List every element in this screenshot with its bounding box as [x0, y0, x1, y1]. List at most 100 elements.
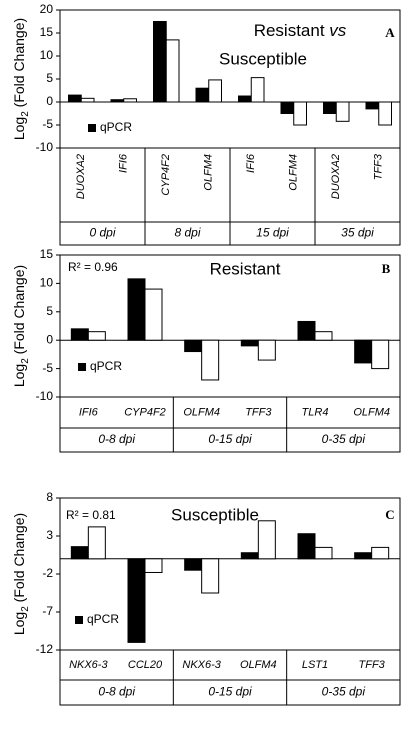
annotation: R² = 0.96 — [68, 260, 118, 274]
group-label: 0-35 dpi — [322, 432, 366, 446]
bar — [70, 328, 89, 341]
bar — [208, 79, 222, 103]
bar — [165, 39, 180, 103]
y-axis-label-part: (Fold Change) — [11, 265, 27, 358]
legend-label: qPCR — [87, 612, 119, 626]
bar — [201, 558, 220, 594]
y-axis-label: Log2 (Fold Change) — [11, 265, 31, 387]
group-label: 0 dpi — [89, 226, 115, 240]
panel-label: B — [382, 261, 391, 276]
plot-frame — [59, 254, 401, 453]
x-tick-label: CYP4F2 — [160, 154, 172, 196]
legend-label: qPCR — [100, 120, 132, 134]
x-tick-label: TFF3 — [373, 153, 385, 180]
bar — [280, 101, 295, 114]
legend-swatch — [78, 363, 86, 371]
bar — [201, 339, 220, 381]
chart-title: Resistant — [210, 259, 281, 278]
bar — [378, 101, 392, 126]
x-tick-label: LST1 — [302, 659, 328, 671]
x-tick-label: OLFM4 — [353, 406, 390, 418]
bar — [127, 278, 146, 341]
x-tick-label: OLFM4 — [183, 406, 220, 418]
y-tick-label: 5 — [46, 304, 53, 318]
y-tick-label: 3 — [46, 528, 53, 542]
bar — [257, 339, 276, 361]
x-tick-label: OLFM4 — [203, 154, 215, 191]
bar — [335, 101, 350, 122]
bar — [297, 320, 316, 341]
bar — [250, 77, 265, 103]
y-axis-label-part: 2 — [20, 358, 31, 364]
legend-label: qPCR — [90, 359, 122, 373]
y-tick-label: 10 — [40, 276, 54, 290]
x-tick-label: TLR4 — [302, 406, 329, 418]
bar — [257, 520, 276, 560]
bar — [314, 331, 333, 341]
y-axis-label-part: Log — [11, 117, 27, 140]
y-tick-label: 20 — [40, 2, 54, 16]
bar — [68, 94, 82, 103]
y-axis-label-part: Log — [11, 612, 27, 635]
y-tick-label: 0 — [46, 94, 53, 108]
y-tick-label: -5 — [42, 361, 53, 375]
bar — [123, 98, 137, 103]
x-tick-label: NKX6-3 — [182, 659, 221, 671]
y-tick-label: -7 — [42, 604, 53, 618]
chart-title: Resistant vs — [254, 21, 347, 40]
y-axis-label: Log2 (Fold Change) — [11, 18, 31, 140]
bar — [365, 101, 380, 110]
y-tick-label: 5 — [46, 71, 53, 85]
bar — [354, 339, 373, 364]
y-axis-label: Log2 (Fold Change) — [11, 513, 31, 635]
x-tick-label: NKX6-3 — [69, 659, 108, 671]
bar — [184, 339, 203, 353]
x-tick-label: IFI6 — [79, 406, 99, 418]
bar — [314, 546, 333, 560]
bar — [195, 87, 210, 103]
group-label: 8 dpi — [174, 226, 200, 240]
group-label: 0-35 dpi — [322, 685, 366, 699]
bar — [153, 21, 167, 103]
x-tick-label: OLFM4 — [288, 154, 300, 191]
y-tick-label: 0 — [46, 332, 53, 346]
y-tick-label: 15 — [40, 25, 54, 39]
bar — [127, 558, 146, 643]
x-tick-label: IFI6 — [245, 153, 257, 173]
plot-frame — [59, 497, 401, 706]
x-tick-label: DUOXA2 — [75, 154, 87, 199]
y-axis-label-part: (Fold Change) — [11, 18, 27, 111]
x-tick-label: CCL20 — [128, 659, 163, 671]
y-tick-label: 10 — [40, 48, 54, 62]
x-tick-label: TFF3 — [359, 659, 386, 671]
bar — [87, 526, 106, 560]
x-tick-label: DUOXA2 — [330, 154, 342, 199]
bar — [70, 546, 89, 560]
legend-swatch — [75, 616, 83, 624]
y-axis-label-part: 2 — [20, 606, 31, 612]
y-tick-label: 8 — [46, 490, 53, 504]
y-axis-label-part: Log — [11, 364, 27, 387]
bar — [240, 339, 259, 347]
bar — [240, 552, 259, 560]
bar — [293, 101, 307, 126]
y-tick-label: -5 — [42, 117, 53, 131]
bar — [184, 558, 203, 571]
y-tick-label: -10 — [36, 389, 54, 403]
chart-title: Susceptible — [219, 49, 307, 68]
y-axis-label-part: (Fold Change) — [11, 513, 27, 606]
panel-label: A — [385, 25, 395, 40]
bar — [238, 95, 252, 103]
y-axis-label-part: 2 — [20, 111, 31, 117]
group-label: 0-15 dpi — [208, 685, 252, 699]
group-label: 35 dpi — [341, 226, 374, 240]
bar — [354, 552, 373, 560]
bar — [87, 331, 106, 341]
x-tick-label: IFI6 — [118, 153, 130, 173]
bar — [144, 288, 163, 341]
x-tick-label: OLFM4 — [240, 659, 277, 671]
x-tick-label: TFF3 — [245, 406, 272, 418]
bar — [297, 533, 316, 560]
legend-swatch — [88, 124, 96, 132]
bar — [323, 101, 337, 114]
